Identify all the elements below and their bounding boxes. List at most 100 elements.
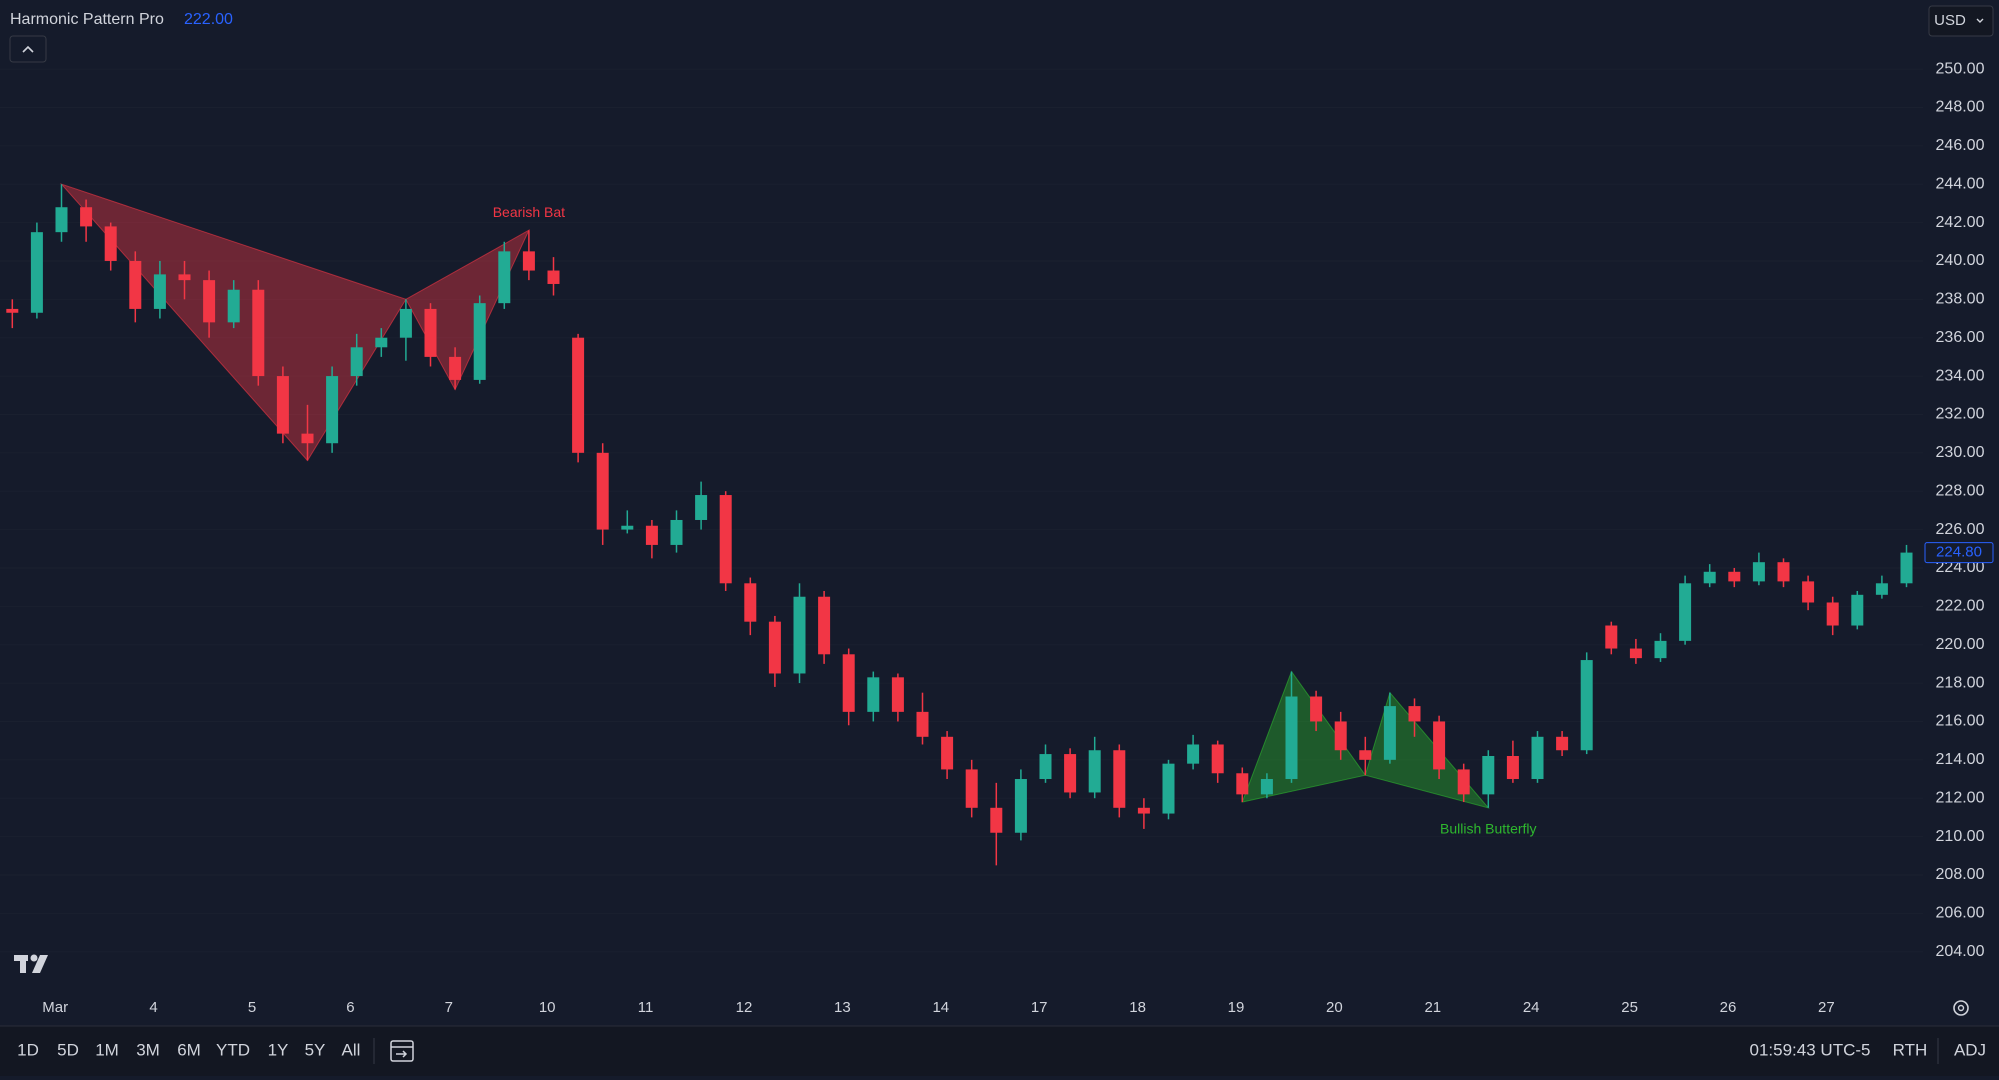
- candle-body: [1260, 779, 1273, 795]
- candle-body: [522, 251, 535, 271]
- x-tick-label: 14: [932, 999, 949, 1016]
- settings-icon[interactable]: [1953, 1000, 1969, 1016]
- candle-body: [1580, 660, 1593, 751]
- y-tick-label: 246.00: [1936, 137, 1985, 154]
- candle-body: [1556, 736, 1569, 751]
- y-tick-label: 210.00: [1936, 828, 1985, 845]
- x-tick-label: 11: [638, 999, 654, 1016]
- candle-body: [227, 289, 240, 323]
- x-tick-label: 12: [736, 999, 753, 1016]
- indicator-value: 222.00: [184, 11, 233, 28]
- candle-body: [744, 583, 757, 622]
- range-button[interactable]: 1D: [17, 1040, 39, 1059]
- candle-body: [645, 525, 658, 545]
- candle-body: [1506, 755, 1519, 780]
- candle-body: [1654, 640, 1667, 659]
- candle-body: [670, 519, 683, 545]
- x-tick-label: 25: [1621, 999, 1638, 1016]
- pattern-label: Bearish Bat: [493, 204, 565, 220]
- currency-button[interactable]: USD: [1928, 5, 1994, 37]
- range-button[interactable]: All: [342, 1040, 361, 1059]
- candle-body: [1802, 581, 1815, 603]
- collapse-button[interactable]: [9, 35, 47, 63]
- candle-body: [1728, 571, 1741, 582]
- candle-body: [941, 736, 954, 770]
- y-tick-label: 234.00: [1936, 367, 1985, 384]
- candle-body: [1826, 602, 1839, 626]
- candle-body: [1334, 721, 1347, 751]
- candle-body: [301, 433, 314, 444]
- candle-body: [719, 495, 732, 584]
- candle-body: [1039, 754, 1052, 780]
- candle-body: [695, 495, 708, 520]
- y-tick-label: 244.00: [1936, 175, 1985, 192]
- candle-body: [1113, 750, 1126, 808]
- y-tick-label: 248.00: [1936, 99, 1985, 116]
- y-tick-label: 208.00: [1936, 866, 1985, 883]
- candle-body: [1605, 625, 1618, 649]
- x-tick-label: 20: [1326, 999, 1343, 1016]
- candle-body: [498, 251, 511, 304]
- pattern-label: Bullish Butterfly: [1440, 821, 1536, 837]
- x-tick-label: 26: [1720, 999, 1737, 1016]
- candle-body: [104, 226, 117, 261]
- range-button[interactable]: 5D: [57, 1040, 79, 1059]
- y-tick-label: 224.00: [1936, 559, 1985, 576]
- range-button[interactable]: 1M: [95, 1040, 119, 1059]
- y-tick-label: 226.00: [1936, 521, 1985, 538]
- y-tick-label: 250.00: [1936, 60, 1985, 77]
- candle-body: [80, 207, 93, 227]
- pattern-area: [1241, 670, 1367, 803]
- range-button[interactable]: YTD: [216, 1040, 250, 1059]
- y-tick-label: 238.00: [1936, 291, 1985, 308]
- session-button[interactable]: RTH: [1893, 1040, 1928, 1059]
- x-tick-label: 4: [149, 999, 157, 1016]
- range-button[interactable]: 5Y: [305, 1040, 326, 1059]
- candle-body: [572, 337, 585, 453]
- x-tick-label: 18: [1129, 999, 1146, 1016]
- x-tick-label: 21: [1424, 999, 1441, 1016]
- x-tick-label: 17: [1031, 999, 1048, 1016]
- x-tick-label: 10: [539, 999, 556, 1016]
- x-tick-label: 13: [834, 999, 851, 1016]
- candle-body: [1064, 754, 1077, 793]
- last-price-label: 224.80: [1936, 544, 1982, 561]
- y-tick-label: 204.00: [1936, 943, 1985, 960]
- x-tick-label: 24: [1523, 999, 1540, 1016]
- x-tick-label: 5: [248, 999, 256, 1016]
- last-price-box: [1924, 542, 1994, 564]
- candle-body: [1236, 773, 1249, 795]
- candle-body: [1703, 571, 1716, 584]
- x-tick-label: 27: [1818, 999, 1835, 1016]
- candle-body: [449, 356, 462, 380]
- y-tick-label: 236.00: [1936, 329, 1985, 346]
- candle-body: [1679, 583, 1692, 641]
- candle-body: [399, 308, 412, 338]
- range-button[interactable]: 1Y: [268, 1040, 289, 1059]
- date-range-icon[interactable]: [390, 1040, 414, 1062]
- range-button[interactable]: 6M: [177, 1040, 201, 1059]
- candle-body: [153, 274, 166, 309]
- candle-body: [30, 232, 43, 313]
- candle-body: [1285, 696, 1298, 780]
- candle-body: [1752, 562, 1765, 582]
- candle-body: [1851, 594, 1864, 626]
- adjust-button[interactable]: ADJ: [1954, 1040, 1986, 1059]
- candle-body: [891, 677, 904, 712]
- candle-body: [1137, 807, 1150, 814]
- y-tick-label: 206.00: [1936, 905, 1985, 922]
- candle-body: [621, 525, 634, 530]
- bottom-bar: [0, 1026, 1999, 1076]
- candle-body: [1211, 744, 1224, 774]
- candle-body: [965, 769, 978, 808]
- y-tick-label: 212.00: [1936, 789, 1985, 806]
- candle-body: [1408, 706, 1421, 722]
- candle-body: [1433, 721, 1446, 770]
- candle-body: [129, 260, 142, 309]
- clock: 01:59:43 UTC-5: [1750, 1040, 1871, 1059]
- range-button[interactable]: 3M: [136, 1040, 160, 1059]
- candle-body: [990, 807, 1003, 833]
